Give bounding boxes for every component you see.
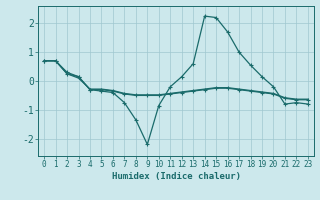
X-axis label: Humidex (Indice chaleur): Humidex (Indice chaleur) [111,172,241,181]
